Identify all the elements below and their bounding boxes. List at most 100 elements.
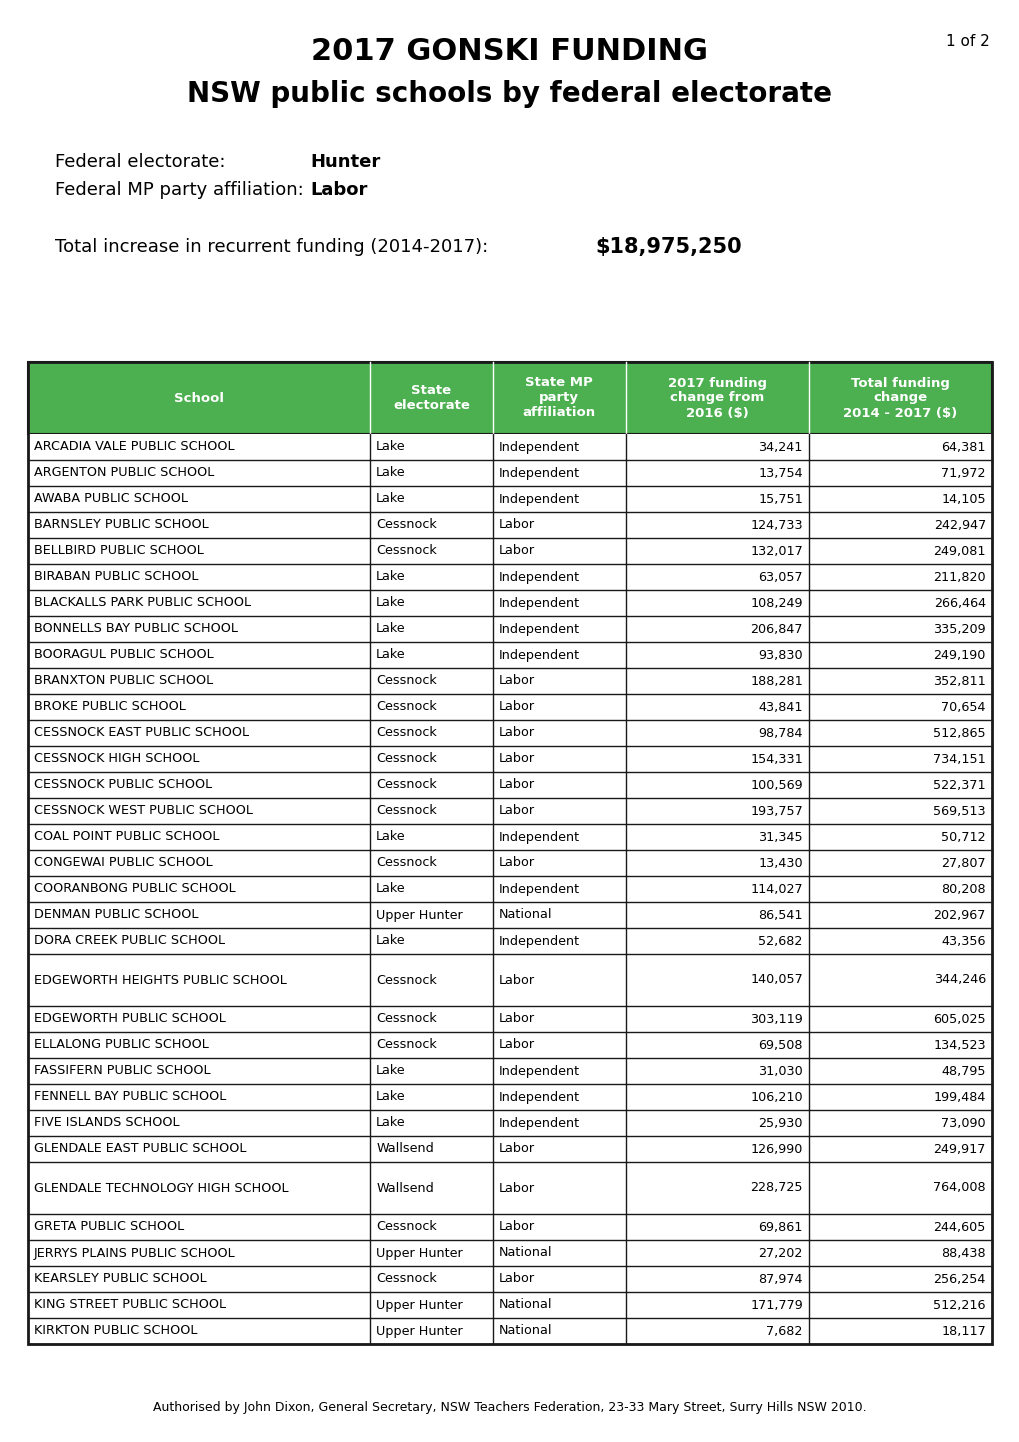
Bar	[28, 362, 991, 434]
Text: 199,484: 199,484	[932, 1090, 985, 1103]
Bar	[28, 797, 991, 823]
Text: 171,779: 171,779	[749, 1298, 802, 1312]
Text: 352,811: 352,811	[932, 675, 985, 688]
Text: 266,464: 266,464	[933, 597, 985, 610]
Text: Independent: Independent	[498, 831, 579, 844]
Bar	[28, 929, 991, 955]
Text: 344,246: 344,246	[932, 973, 985, 986]
Text: Authorised by John Dixon, General Secretary, NSW Teachers Federation, 23-33 Mary: Authorised by John Dixon, General Secret…	[153, 1402, 866, 1415]
Text: 202,967: 202,967	[932, 908, 985, 921]
Text: Hunter: Hunter	[310, 153, 380, 172]
Text: 13,754: 13,754	[757, 467, 802, 480]
Text: Labor: Labor	[498, 779, 534, 792]
Bar	[28, 434, 991, 460]
Text: Labor: Labor	[310, 182, 367, 199]
Text: 188,281: 188,281	[749, 675, 802, 688]
Text: 18,117: 18,117	[941, 1325, 985, 1338]
Text: 106,210: 106,210	[750, 1090, 802, 1103]
Text: Lake: Lake	[376, 1116, 406, 1129]
Bar	[28, 849, 991, 875]
Text: Cessnock: Cessnock	[376, 675, 436, 688]
Text: Labor: Labor	[498, 701, 534, 714]
Bar	[28, 362, 991, 434]
Text: Labor: Labor	[498, 1220, 534, 1233]
Text: Federal MP party affiliation:: Federal MP party affiliation:	[55, 182, 304, 199]
Bar	[28, 875, 991, 903]
Text: School: School	[174, 391, 224, 405]
Bar	[28, 903, 991, 929]
Text: Labor: Labor	[498, 1012, 534, 1025]
Text: Lake: Lake	[376, 1064, 406, 1077]
Text: BELLBIRD PUBLIC SCHOOL: BELLBIRD PUBLIC SCHOOL	[34, 545, 204, 558]
Text: Independent: Independent	[498, 649, 579, 662]
Bar	[28, 460, 991, 486]
Text: BLACKALLS PARK PUBLIC SCHOOL: BLACKALLS PARK PUBLIC SCHOOL	[34, 597, 251, 610]
Text: BIRABAN PUBLIC SCHOOL: BIRABAN PUBLIC SCHOOL	[34, 571, 198, 584]
Text: 31,345: 31,345	[757, 831, 802, 844]
Text: 108,249: 108,249	[750, 597, 802, 610]
Text: 87,974: 87,974	[757, 1272, 802, 1285]
Text: Total funding
change
2014 - 2017 ($): Total funding change 2014 - 2017 ($)	[843, 376, 957, 420]
Text: Independent: Independent	[498, 623, 579, 636]
Text: Lake: Lake	[376, 493, 406, 506]
Text: 1 of 2: 1 of 2	[946, 35, 989, 49]
Text: Cessnock: Cessnock	[376, 1272, 436, 1285]
Text: Independent: Independent	[498, 1064, 579, 1077]
Bar	[28, 1214, 991, 1240]
Text: Labor: Labor	[498, 1272, 534, 1285]
Bar	[28, 746, 991, 771]
Text: JERRYS PLAINS PUBLIC SCHOOL: JERRYS PLAINS PUBLIC SCHOOL	[34, 1246, 235, 1259]
Text: 52,682: 52,682	[758, 934, 802, 947]
Text: 80,208: 80,208	[941, 883, 985, 895]
Text: ARCADIA VALE PUBLIC SCHOOL: ARCADIA VALE PUBLIC SCHOOL	[34, 440, 234, 453]
Bar	[28, 616, 991, 642]
Text: 132,017: 132,017	[749, 545, 802, 558]
Text: BROKE PUBLIC SCHOOL: BROKE PUBLIC SCHOOL	[34, 701, 185, 714]
Text: 43,356: 43,356	[941, 934, 985, 947]
Text: Lake: Lake	[376, 649, 406, 662]
Text: Lake: Lake	[376, 1090, 406, 1103]
Text: 211,820: 211,820	[932, 571, 985, 584]
Text: FENNELL BAY PUBLIC SCHOOL: FENNELL BAY PUBLIC SCHOOL	[34, 1090, 226, 1103]
Text: Lake: Lake	[376, 571, 406, 584]
Text: 73,090: 73,090	[941, 1116, 985, 1129]
Text: BONNELLS BAY PUBLIC SCHOOL: BONNELLS BAY PUBLIC SCHOOL	[34, 623, 237, 636]
Bar	[28, 538, 991, 564]
Text: Labor: Labor	[498, 1038, 534, 1051]
Text: National: National	[498, 1298, 551, 1312]
Text: National: National	[498, 908, 551, 921]
Text: Cessnock: Cessnock	[376, 727, 436, 740]
Bar	[28, 590, 991, 616]
Bar	[28, 694, 991, 720]
Text: NSW public schools by federal electorate: NSW public schools by federal electorate	[187, 79, 832, 108]
Text: Cessnock: Cessnock	[376, 1038, 436, 1051]
Text: Independent: Independent	[498, 597, 579, 610]
Bar	[28, 1292, 991, 1318]
Text: Labor: Labor	[498, 519, 534, 532]
Text: COORANBONG PUBLIC SCHOOL: COORANBONG PUBLIC SCHOOL	[34, 883, 235, 895]
Text: BARNSLEY PUBLIC SCHOOL: BARNSLEY PUBLIC SCHOOL	[34, 519, 209, 532]
Text: GLENDALE TECHNOLOGY HIGH SCHOOL: GLENDALE TECHNOLOGY HIGH SCHOOL	[34, 1181, 288, 1194]
Text: 249,081: 249,081	[932, 545, 985, 558]
Text: Labor: Labor	[498, 805, 534, 818]
Text: AWABA PUBLIC SCHOOL: AWABA PUBLIC SCHOOL	[34, 493, 187, 506]
Text: Cessnock: Cessnock	[376, 753, 436, 766]
Text: 764,008: 764,008	[932, 1181, 985, 1194]
Bar	[28, 1240, 991, 1266]
Text: ARGENTON PUBLIC SCHOOL: ARGENTON PUBLIC SCHOOL	[34, 467, 214, 480]
Text: Upper Hunter: Upper Hunter	[376, 1298, 463, 1312]
Text: COAL POINT PUBLIC SCHOOL: COAL POINT PUBLIC SCHOOL	[34, 831, 219, 844]
Text: EDGEWORTH PUBLIC SCHOOL: EDGEWORTH PUBLIC SCHOOL	[34, 1012, 225, 1025]
Text: 27,202: 27,202	[758, 1246, 802, 1259]
Bar	[28, 362, 991, 1344]
Text: Labor: Labor	[498, 727, 534, 740]
Text: Total increase in recurrent funding (2014-2017):: Total increase in recurrent funding (201…	[55, 238, 488, 257]
Text: KEARSLEY PUBLIC SCHOOL: KEARSLEY PUBLIC SCHOOL	[34, 1272, 207, 1285]
Text: Upper Hunter: Upper Hunter	[376, 908, 463, 921]
Text: GLENDALE EAST PUBLIC SCHOOL: GLENDALE EAST PUBLIC SCHOOL	[34, 1142, 247, 1155]
Text: ELLALONG PUBLIC SCHOOL: ELLALONG PUBLIC SCHOOL	[34, 1038, 209, 1051]
Text: CESSNOCK WEST PUBLIC SCHOOL: CESSNOCK WEST PUBLIC SCHOOL	[34, 805, 253, 818]
Bar	[28, 486, 991, 512]
Text: 228,725: 228,725	[750, 1181, 802, 1194]
Text: Independent: Independent	[498, 467, 579, 480]
